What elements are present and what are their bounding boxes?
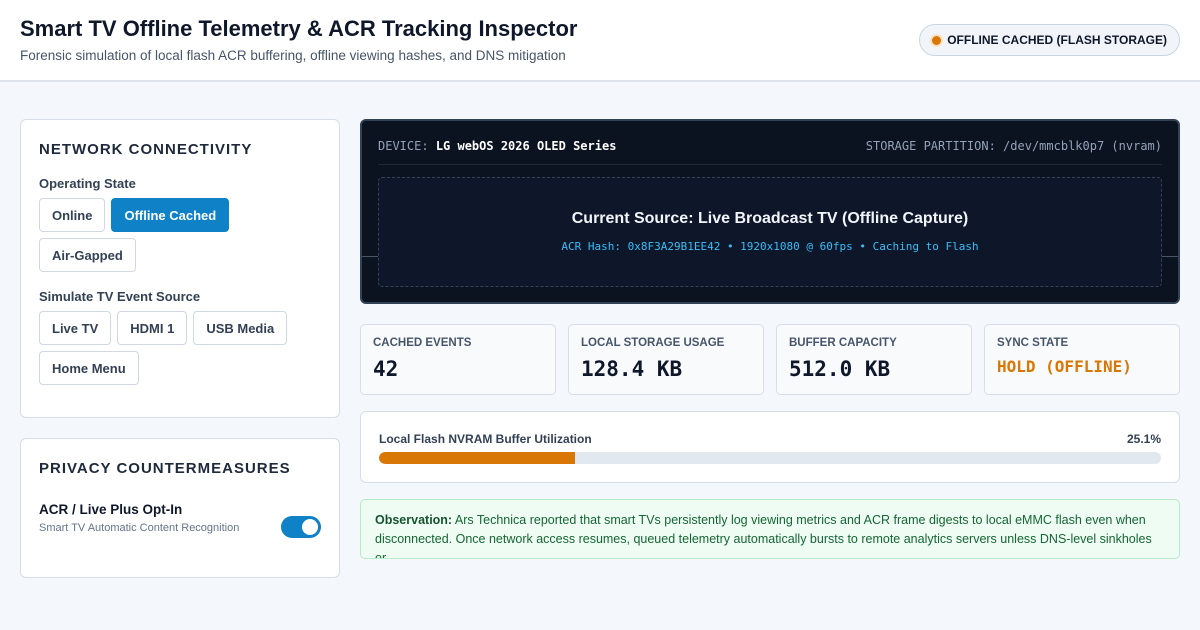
device-value: LG webOS 2026 OLED Series [435, 139, 617, 153]
network-panel-heading: NETWORK CONNECTIVITY [39, 141, 253, 158]
screen-divider [378, 164, 1162, 165]
page-subtitle: Forensic simulation of local flash ACR b… [20, 48, 566, 63]
stat-value: 128.4 KB [581, 357, 683, 381]
page-title: Smart TV Offline Telemetry & ACR Trackin… [20, 16, 578, 41]
stat-local-storage-usage: LOCAL STORAGE USAGE 128.4 KB [568, 324, 764, 395]
screen-device-bar: DEVICE: LG webOS 2026 OLED Series STORAG… [378, 139, 1162, 153]
source-live-tv-button[interactable]: Live TV [39, 311, 112, 345]
stat-cached-events: CACHED EVENTS 42 [360, 324, 556, 395]
top-bar: Smart TV Offline Telemetry & ACR Trackin… [0, 0, 1200, 82]
observation-note: Observation: Ars Technica reported that … [360, 499, 1180, 559]
acr-opt-in-description: Smart TV Automatic Content Recognition [39, 522, 240, 534]
operating-state-label: Operating State [39, 176, 136, 191]
status-dot-icon [932, 35, 942, 45]
tv-screen-preview: DEVICE: LG webOS 2026 OLED Series STORAG… [360, 119, 1180, 304]
stat-value: HOLD (OFFLINE) [997, 357, 1132, 376]
acr-opt-in-title: ACR / Live Plus Opt-In [39, 502, 183, 517]
status-badge-label: OFFLINE CACHED (FLASH STORAGE) [947, 33, 1167, 47]
network-connectivity-panel: NETWORK CONNECTIVITY Operating State Onl… [20, 119, 340, 418]
buffer-utilization-percent: 25.1% [1126, 432, 1161, 446]
buffer-utilization-panel: Local Flash NVRAM Buffer Utilization 25.… [360, 411, 1180, 483]
acr-hash-readout: ACR Hash: 0x8F3A29B1EE42 • 1920x1080 @ 6… [561, 240, 979, 253]
storage-partition-readout: STORAGE PARTITION: /dev/mmcblk0p7 (nvram… [866, 139, 1162, 153]
state-offline-cached-button[interactable]: Offline Cached [111, 198, 230, 232]
event-source-group: Live TV HDMI 1 USB Media Home Menu [39, 311, 319, 385]
observation-text: Ars Technica reported that smart TVs per… [375, 513, 1152, 559]
partition-label: STORAGE PARTITION: [865, 139, 996, 153]
privacy-countermeasures-panel: PRIVACY COUNTERMEASURES ACR / Live Plus … [20, 438, 340, 578]
source-hdmi-1-button[interactable]: HDMI 1 [117, 311, 188, 345]
buffer-progress-fill [379, 452, 576, 464]
stat-label: BUFFER CAPACITY [789, 337, 897, 349]
status-badge: OFFLINE CACHED (FLASH STORAGE) [919, 24, 1180, 56]
stat-label: SYNC STATE [997, 337, 1069, 349]
screen-right-edge-line [1160, 256, 1178, 257]
state-air-gapped-button[interactable]: Air-Gapped [39, 238, 136, 272]
acr-opt-in-toggle[interactable] [281, 516, 321, 538]
capture-frame: Current Source: Live Broadcast TV (Offli… [378, 177, 1162, 287]
state-online-button[interactable]: Online [39, 198, 106, 232]
stat-value: 512.0 KB [789, 357, 891, 381]
source-usb-media-button[interactable]: USB Media [193, 311, 288, 345]
stat-label: LOCAL STORAGE USAGE [581, 337, 725, 349]
device-label: DEVICE: [378, 139, 429, 153]
operating-state-group: Online Offline Cached Air-Gapped [39, 198, 319, 272]
event-source-label: Simulate TV Event Source [39, 289, 201, 304]
stat-label: CACHED EVENTS [373, 337, 472, 349]
buffer-progress-bar [379, 452, 1161, 464]
partition-value: /dev/mmcblk0p7 (nvram) [1003, 139, 1162, 153]
source-home-menu-button[interactable]: Home Menu [39, 351, 139, 385]
stat-value: 42 [373, 357, 399, 381]
toggle-knob [302, 519, 318, 535]
screen-left-edge-line [362, 256, 380, 257]
current-source-title: Current Source: Live Broadcast TV (Offli… [571, 210, 969, 227]
observation-lead: Observation: [375, 513, 453, 527]
buffer-utilization-label: Local Flash NVRAM Buffer Utilization [379, 432, 592, 446]
privacy-panel-heading: PRIVACY COUNTERMEASURES [39, 460, 291, 477]
stat-sync-state: SYNC STATE HOLD (OFFLINE) [984, 324, 1180, 395]
stat-buffer-capacity: BUFFER CAPACITY 512.0 KB [776, 324, 972, 395]
